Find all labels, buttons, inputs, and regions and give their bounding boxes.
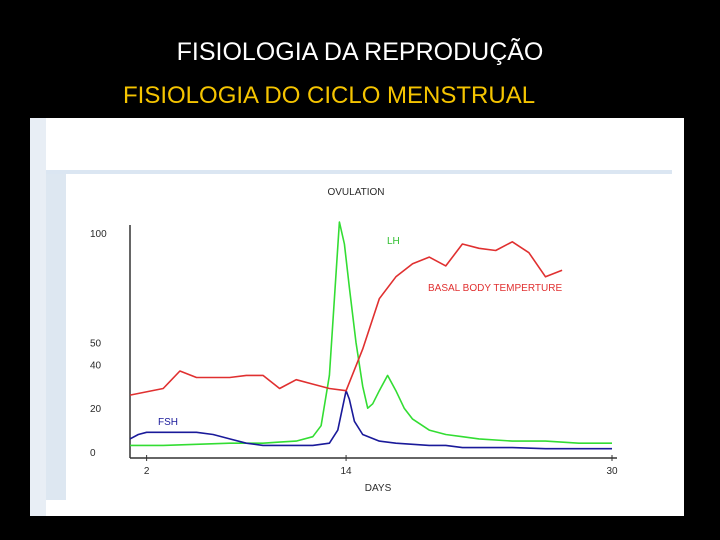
- chart-labels: OVULATION DAYS LH BASAL BODY TEMPERTURE FSH: [158, 187, 562, 494]
- x-tick-label: 14: [341, 466, 353, 477]
- slide-title: FISIOLOGIA DA REPRODUÇÃO: [176, 38, 544, 66]
- x-axis-title: DAYS: [365, 483, 392, 494]
- series-line-basal-body-temperture: [129, 241, 563, 396]
- series-label-fsh: FSH: [158, 417, 178, 428]
- x-tick-label: 30: [606, 466, 618, 477]
- panel-left-strip: [30, 118, 46, 516]
- panel-inner-strip: [46, 170, 66, 500]
- series-label-bbt: BASAL BODY TEMPERTURE: [428, 283, 562, 294]
- chart-title: OVULATION: [327, 187, 384, 198]
- chart-series: [129, 221, 612, 450]
- series-line-lh: [130, 221, 612, 447]
- series-label-lh: LH: [387, 236, 400, 247]
- y-tick-label: 40: [90, 360, 102, 371]
- y-tick-label: 100: [90, 229, 107, 240]
- panel-top-bar: [46, 170, 672, 174]
- chart-axes: 0 20 40 50 100 2 14 30: [90, 225, 618, 477]
- x-tick-label: 2: [144, 466, 150, 477]
- slide-subtitle: FISIOLOGIA DO CICLO MENSTRUAL: [123, 82, 536, 109]
- y-tick-label: 50: [90, 339, 102, 350]
- y-tick-label: 20: [90, 404, 102, 415]
- series-line-fsh: [129, 389, 612, 450]
- y-tick-label: 0: [90, 448, 96, 459]
- chart-panel: [30, 118, 684, 516]
